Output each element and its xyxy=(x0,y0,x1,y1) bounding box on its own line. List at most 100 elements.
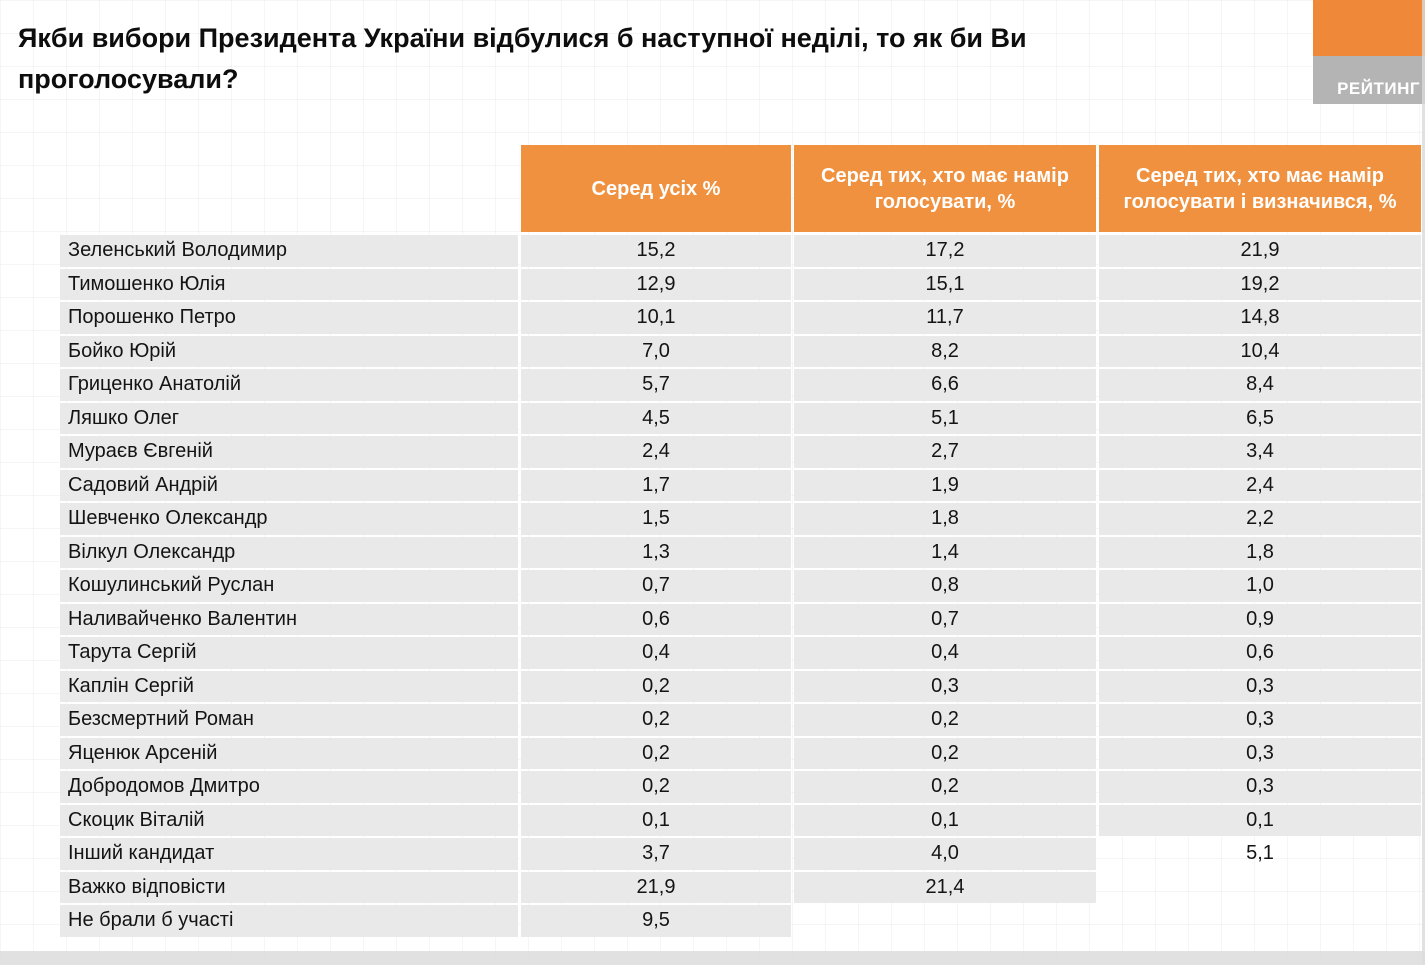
value-cell: 0,3 xyxy=(1099,737,1421,769)
value-cell: 4,5 xyxy=(521,402,791,434)
table-row: Бойко Юрій 7,0 8,2 10,4 xyxy=(60,335,1421,367)
table-row: Шевченко Олександр 1,5 1,8 2,2 xyxy=(60,503,1421,535)
value-cell: 10,4 xyxy=(1099,335,1421,367)
header-cell-intend-to-vote: Серед тих, хто має намір голосувати, % xyxy=(794,145,1096,232)
value-cell: 1,8 xyxy=(794,503,1096,535)
table-header-row: Серед усіх % Серед тих, хто має намір го… xyxy=(60,145,1421,232)
candidate-name: Порошенко Петро xyxy=(60,302,518,334)
logo-label-box: РЕЙТИНГ xyxy=(1313,56,1425,104)
candidate-name: Зеленський Володимир xyxy=(60,235,518,267)
value-cell: 0,9 xyxy=(1099,603,1421,635)
value-cell: 0,6 xyxy=(1099,637,1421,669)
table-row: Інший кандидат 3,7 4,0 5,1 xyxy=(60,838,1421,870)
value-cell: 2,7 xyxy=(794,436,1096,468)
value-cell: 0,2 xyxy=(521,737,791,769)
value-cell xyxy=(1099,872,1421,904)
value-cell xyxy=(794,905,1096,937)
value-cell: 0,7 xyxy=(521,570,791,602)
bottom-border xyxy=(0,951,1425,965)
candidate-name: Наливайченко Валентин xyxy=(60,603,518,635)
value-cell xyxy=(1099,905,1421,937)
table-row: Порошенко Петро 10,1 11,7 14,8 xyxy=(60,302,1421,334)
candidate-name: Мураєв Євгеній xyxy=(60,436,518,468)
page-title: Якби вибори Президента України відбулися… xyxy=(18,23,1027,94)
candidate-name: Ляшко Олег xyxy=(60,402,518,434)
value-cell: 1,8 xyxy=(1099,536,1421,568)
results-table: Серед усіх % Серед тих, хто має намір го… xyxy=(60,145,1421,937)
value-cell: 0,7 xyxy=(794,603,1096,635)
value-cell: 12,9 xyxy=(521,268,791,300)
value-cell: 0,8 xyxy=(794,570,1096,602)
value-cell: 0,4 xyxy=(521,637,791,669)
candidate-name: Безсмертний Роман xyxy=(60,704,518,736)
value-cell: 6,6 xyxy=(794,369,1096,401)
value-cell: 0,3 xyxy=(794,670,1096,702)
logo-label: РЕЙТИНГ xyxy=(1337,79,1420,98)
value-cell: 15,1 xyxy=(794,268,1096,300)
value-cell: 1,9 xyxy=(794,469,1096,501)
value-cell: 0,2 xyxy=(521,771,791,803)
value-cell: 0,2 xyxy=(521,670,791,702)
table-row: Тимошенко Юлія 12,9 15,1 19,2 xyxy=(60,268,1421,300)
value-cell: 1,4 xyxy=(794,536,1096,568)
value-cell: 0,4 xyxy=(794,637,1096,669)
value-cell: 5,1 xyxy=(794,402,1096,434)
value-cell: 3,7 xyxy=(521,838,791,870)
value-cell: 19,2 xyxy=(1099,268,1421,300)
value-cell: 7,0 xyxy=(521,335,791,367)
logo-orange-bar xyxy=(1313,0,1425,56)
candidate-name: Добродомов Дмитро xyxy=(60,771,518,803)
table-row: Садовий Андрій 1,7 1,9 2,4 xyxy=(60,469,1421,501)
value-cell: 0,2 xyxy=(794,704,1096,736)
candidate-name: Важко відповісти xyxy=(60,871,518,903)
candidate-name: Не брали б участі xyxy=(60,905,518,937)
value-cell: 1,3 xyxy=(521,536,791,568)
value-cell: 0,2 xyxy=(521,704,791,736)
candidate-name: Шевченко Олександр xyxy=(60,503,518,535)
value-cell: 0,3 xyxy=(1099,670,1421,702)
right-border xyxy=(1422,0,1425,965)
value-cell: 2,4 xyxy=(521,436,791,468)
value-cell: 2,2 xyxy=(1099,503,1421,535)
value-cell: 1,5 xyxy=(521,503,791,535)
candidate-name: Бойко Юрій xyxy=(60,335,518,367)
value-cell: 0,1 xyxy=(521,804,791,836)
candidate-name: Кошулинський Руслан xyxy=(60,570,518,602)
candidate-name: Тимошенко Юлія xyxy=(60,268,518,300)
value-cell: 6,5 xyxy=(1099,402,1421,434)
candidate-name: Каплін Сергій xyxy=(60,670,518,702)
rating-logo: РЕЙТИНГ xyxy=(1313,0,1425,104)
table-row: Добродомов Дмитро 0,2 0,2 0,3 xyxy=(60,771,1421,803)
candidate-name: Яценюк Арсеній xyxy=(60,737,518,769)
value-cell: 2,4 xyxy=(1099,469,1421,501)
table-row: Гриценко Анатолій 5,7 6,6 8,4 xyxy=(60,369,1421,401)
value-cell: 5,1 xyxy=(1246,842,1274,865)
table-row: Зеленський Володимир 15,2 17,2 21,9 xyxy=(60,235,1421,267)
candidate-name: Скоцик Віталій xyxy=(60,804,518,836)
table-row: Скоцик Віталій 0,1 0,1 0,1 xyxy=(60,804,1421,836)
header-cell-among-all: Серед усіх % xyxy=(521,145,791,232)
value-cell: 21,9 xyxy=(521,871,791,903)
value-cell: 0,2 xyxy=(794,737,1096,769)
table-row: Важко відповісти 21,9 21,4 xyxy=(60,871,1421,904)
value-cell: 0,1 xyxy=(1099,804,1421,836)
table-row: Безсмертний Роман 0,2 0,2 0,3 xyxy=(60,704,1421,736)
table-row: Наливайченко Валентин 0,6 0,7 0,9 xyxy=(60,603,1421,635)
table-row: Ляшко Олег 4,5 5,1 6,5 xyxy=(60,402,1421,434)
header-name-spacer xyxy=(60,145,518,232)
value-cell: 14,8 xyxy=(1099,302,1421,334)
table-body: Зеленський Володимир 15,2 17,2 21,9 Тимо… xyxy=(60,235,1421,937)
value-cell: 3,4 xyxy=(1099,436,1421,468)
value-cell: 4,0 xyxy=(794,838,1096,870)
table-row: Мураєв Євгеній 2,4 2,7 3,4 xyxy=(60,436,1421,468)
table-row: Кошулинський Руслан 0,7 0,8 1,0 xyxy=(60,570,1421,602)
table-row: Тарута Сергій 0,4 0,4 0,6 xyxy=(60,637,1421,669)
table-row: Не брали б участі 9,5 xyxy=(60,905,1421,937)
value-cell: 0,3 xyxy=(1099,704,1421,736)
value-cell: 8,4 xyxy=(1099,369,1421,401)
value-cell: 8,2 xyxy=(794,335,1096,367)
value-cell: 1,0 xyxy=(1099,570,1421,602)
candidate-name: Садовий Андрій xyxy=(60,469,518,501)
value-cell: 10,1 xyxy=(521,302,791,334)
value-cell: 0,1 xyxy=(794,804,1096,836)
